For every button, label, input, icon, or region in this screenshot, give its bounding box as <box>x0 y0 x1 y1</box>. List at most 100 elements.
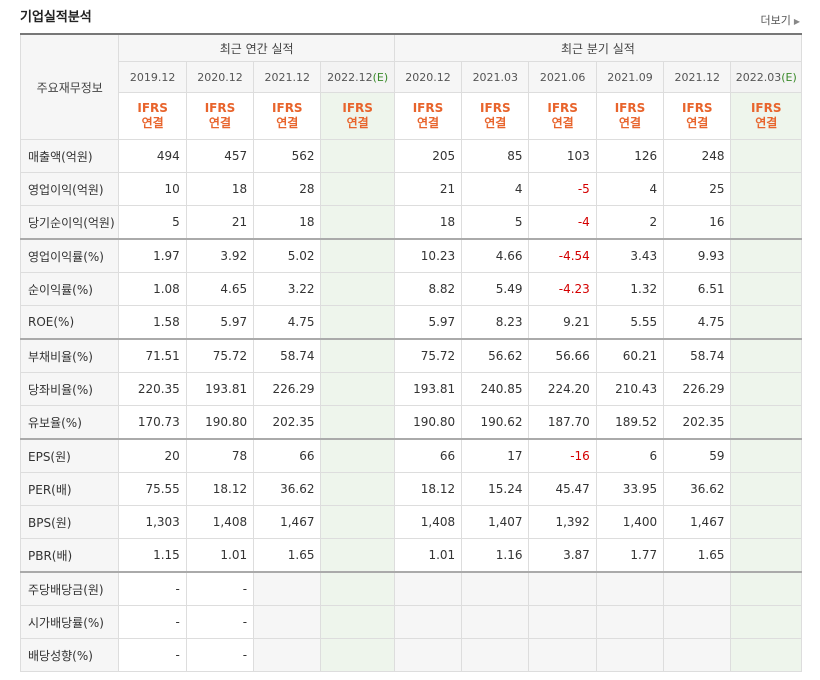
table-cell <box>730 372 802 406</box>
table-cell: 9.21 <box>528 305 597 340</box>
table-cell <box>393 638 463 672</box>
table-cell <box>253 638 322 672</box>
row-label: PER(배) <box>19 472 120 506</box>
consolidated-label: 연결 <box>346 116 369 130</box>
table-cell <box>730 172 802 206</box>
table-cell: 210.43 <box>595 372 665 406</box>
table-cell: 5.02 <box>253 238 322 273</box>
table-cell: 17 <box>461 438 530 473</box>
table-cell: 66 <box>393 438 463 473</box>
table-cell <box>730 538 802 573</box>
table-row: 시가배당률(%) - - <box>19 605 802 639</box>
table-cell: 1,400 <box>595 505 665 539</box>
row-label: 시가배당률(%) <box>19 605 120 639</box>
section-title: 기업실적분석 <box>20 10 92 25</box>
table-cell: 5.55 <box>595 305 665 340</box>
table-cell: 1,467 <box>253 505 322 539</box>
estimate-tag: (E) <box>372 70 389 84</box>
table-row: 주당배당금(원) - - <box>19 571 802 606</box>
row-label: 당좌비율(%) <box>19 372 120 406</box>
table-cell: - <box>185 605 255 639</box>
annual-group-header: 최근 연간 실적 <box>118 33 395 62</box>
ifrs-label: IFRS <box>137 101 168 115</box>
table-cell <box>663 605 732 639</box>
chevron-right-icon: ▶ <box>793 17 800 26</box>
table-cell <box>320 505 395 539</box>
column-date-label: 2021.09 <box>607 70 653 84</box>
consolidated-label: 연결 <box>686 116 709 130</box>
more-link[interactable]: 더보기 ▶ <box>760 12 800 28</box>
row-label: 주당배당금(원) <box>19 571 120 606</box>
row-label: EPS(원) <box>19 438 120 473</box>
table-cell: 189.52 <box>595 405 665 440</box>
table-cell <box>320 139 395 173</box>
table-row: EPS(원) 20 78 66 66 17 -16 6 59 <box>19 438 802 473</box>
table-cell: - <box>185 638 255 672</box>
row-label: 순이익률(%) <box>19 272 120 306</box>
table-row: PBR(배) 1.15 1.01 1.65 1.01 1.16 3.87 1.77 1.65 <box>19 538 802 573</box>
table-cell <box>730 139 802 173</box>
table-cell <box>528 605 597 639</box>
table-cell <box>320 638 395 672</box>
ifrs-label: IFRS <box>480 101 511 115</box>
row-label: 부채비율(%) <box>19 338 120 373</box>
column-date-label: 2019.12 <box>129 70 176 84</box>
table-cell: 58.74 <box>253 338 322 373</box>
table-cell: 4.75 <box>663 305 732 340</box>
table-cell: 5 <box>118 205 187 240</box>
table-cell: 1.65 <box>663 538 732 573</box>
table-cell: 6.51 <box>663 272 732 306</box>
table-cell: 4.66 <box>461 238 530 273</box>
table-cell: 18.12 <box>185 472 255 506</box>
table-cell: 3.87 <box>528 538 597 573</box>
ifrs-label: IFRS <box>272 101 303 115</box>
table-cell: 18 <box>253 205 322 240</box>
column-date: 2021.12 <box>663 61 732 93</box>
column-date: 2022.03(E) <box>730 61 802 93</box>
table-cell: -4 <box>528 205 597 240</box>
row-label: 당기순이익(억원) <box>19 205 120 240</box>
table-cell <box>320 472 395 506</box>
table-cell: 190.62 <box>461 405 530 440</box>
table-cell: 1.58 <box>118 305 187 340</box>
table-cell: 1,303 <box>118 505 187 539</box>
table-cell: 9.93 <box>663 238 732 273</box>
column-ifrs-badge: IFRS 연결 <box>595 92 665 140</box>
ifrs-label: IFRS <box>204 101 236 115</box>
row-label: PBR(배) <box>19 538 120 573</box>
table-cell: 21 <box>185 205 255 240</box>
table-row: 매출액(억원) 494 457 562 205 85 103 126 248 <box>19 139 802 173</box>
ifrs-label: IFRS <box>547 101 578 115</box>
table-cell <box>730 238 802 273</box>
table-cell <box>730 505 802 539</box>
table-cell <box>730 438 802 473</box>
ifrs-label: IFRS <box>614 101 646 115</box>
table-cell: 126 <box>595 139 665 173</box>
table-cell <box>320 605 395 639</box>
table-cell: 1.01 <box>185 538 255 573</box>
table-cell: 78 <box>185 438 255 473</box>
table-cell: 1.01 <box>393 538 463 573</box>
row-label: BPS(원) <box>19 505 120 539</box>
table-cell: 33.95 <box>595 472 665 506</box>
table-cell: 562 <box>253 139 322 173</box>
table-row: BPS(원) 1,303 1,408 1,467 1,408 1,407 1,392 1,40… <box>19 505 802 539</box>
table-row: ROE(%) 1.58 5.97 4.75 5.97 8.23 9.21 5.55 4.75 <box>19 305 802 340</box>
table-cell: 1,467 <box>663 505 732 539</box>
table-row: 영업이익률(%) 1.97 3.92 5.02 10.23 4.66 -4.54 3.43 9.… <box>19 238 802 273</box>
row-header-label: 주요재무정보 <box>19 33 120 140</box>
table-cell: 20 <box>118 438 187 473</box>
table-cell: - <box>118 571 187 606</box>
table-cell: 187.70 <box>528 405 597 440</box>
column-ifrs-badge: IFRS 연결 <box>118 92 187 140</box>
table-cell: 25 <box>663 172 732 206</box>
table-cell <box>461 571 530 606</box>
table-cell <box>320 305 395 340</box>
table-cell: 202.35 <box>663 405 732 440</box>
table-cell: 205 <box>393 139 463 173</box>
column-date-label: 2022.12 <box>327 70 373 84</box>
ifrs-label: IFRS <box>342 101 373 115</box>
table-row: 당좌비율(%) 220.35 193.81 226.29 193.81 240.85 224… <box>19 372 802 406</box>
table-cell: 4.65 <box>185 272 255 306</box>
table-cell: 1.08 <box>118 272 187 306</box>
